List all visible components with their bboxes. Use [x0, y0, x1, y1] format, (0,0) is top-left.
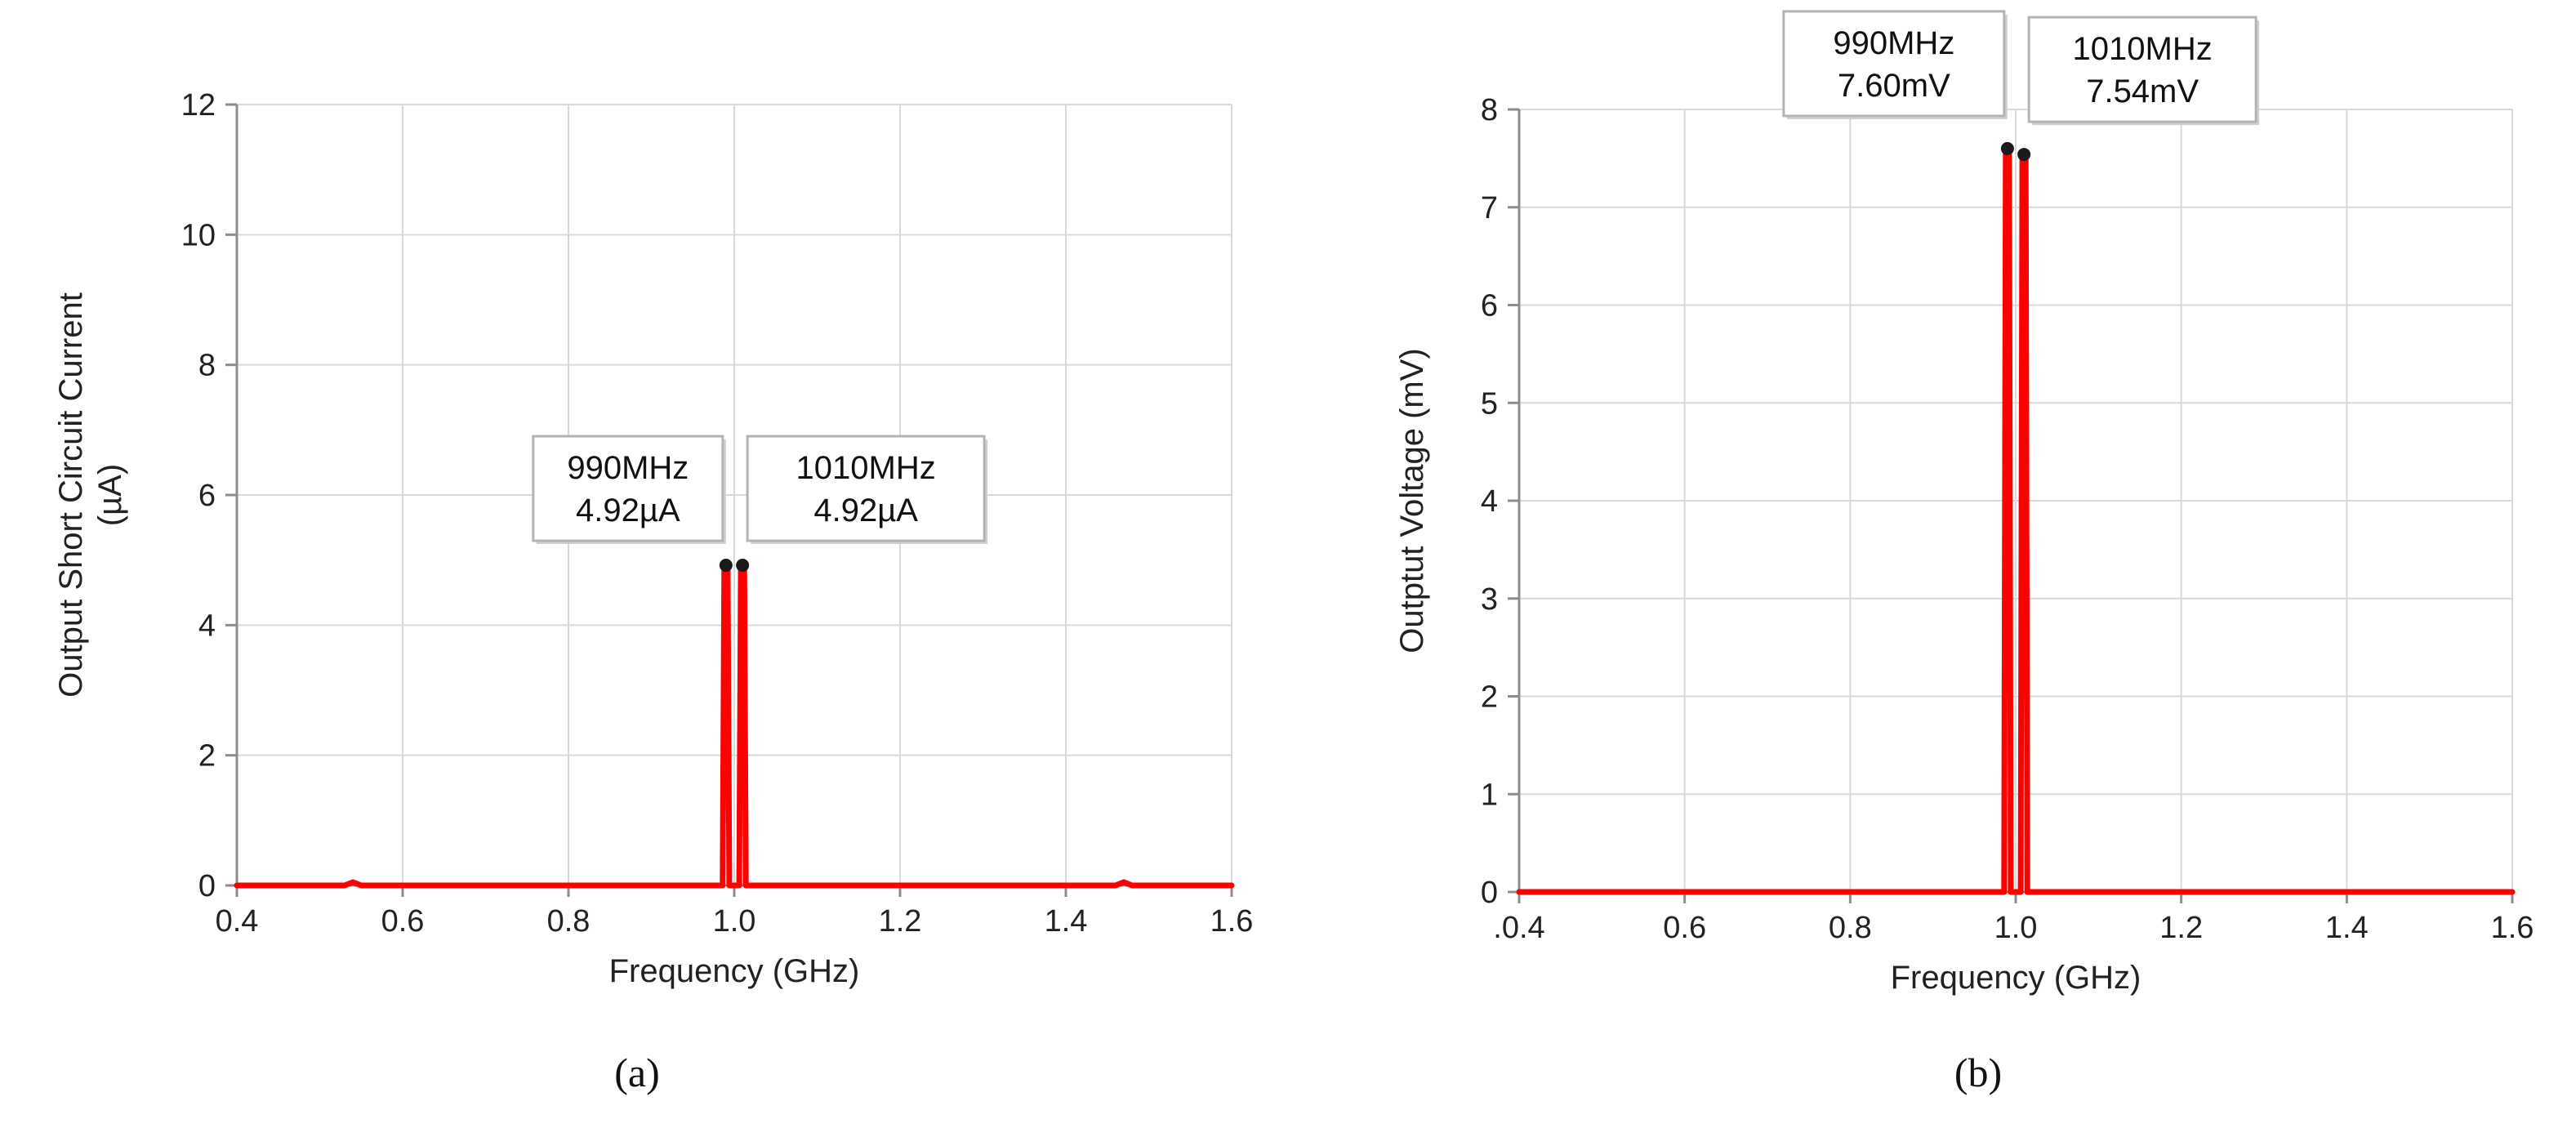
x-tick-label: 1.0: [713, 904, 756, 939]
y-tick-label: 3: [1481, 582, 1498, 617]
peak-marker: [2017, 148, 2031, 162]
annotation-callout: 1010MHz 7.54mV: [2027, 16, 2260, 126]
y-tick-label: 2: [1481, 680, 1498, 715]
y-tick-label: 12: [181, 88, 216, 123]
y-tick-label: 7: [1481, 191, 1498, 225]
x-tick-label: 0.4: [216, 904, 259, 939]
x-tick-label: 1.4: [2325, 911, 2369, 945]
y-tick-label: 0: [1481, 876, 1498, 910]
y-tick-label: 5: [1481, 386, 1498, 421]
y-tick-label: 0: [198, 869, 216, 903]
annotation-callout: 1010MHz 4.92µA: [746, 435, 988, 545]
y-tick-label: 2: [198, 739, 216, 774]
peak-marker: [736, 559, 750, 573]
y-tick-label: 8: [1481, 93, 1498, 127]
annotation-callout: 990MHz 7.60mV: [1782, 10, 2008, 119]
x-tick-label: 1.6: [2491, 911, 2534, 945]
x-tick-label: 1.2: [879, 904, 922, 939]
y-tick-label: 6: [1481, 289, 1498, 323]
y-axis-label: Output Short Circuit Current: [53, 292, 89, 698]
callout-box: [746, 435, 986, 542]
y-tick-label: 6: [198, 479, 216, 513]
callout-box: [1782, 10, 2006, 118]
x-tick-label: 1.2: [2159, 911, 2203, 945]
x-tick-label: 0.8: [1829, 911, 1872, 945]
panel-label: (b): [1954, 1050, 2002, 1095]
peak-marker: [2000, 141, 2014, 155]
chart-panel-b: 0 1 2 3 4 5 6 7 8 .0.4 0.6 0.8 1.0 1.2 1.4 1.6 Frequency…: [1394, 10, 2534, 1095]
y-axis-label: (µA): [92, 464, 128, 526]
y-tick-label: 4: [198, 609, 216, 643]
x-tick-label: .0.4: [1493, 911, 1544, 945]
x-axis-label: Frequency (GHz): [609, 953, 860, 989]
callout-text: 990MHz: [567, 450, 689, 486]
x-tick-label: 1.4: [1045, 904, 1088, 939]
callout-text: 4.92µA: [576, 493, 680, 528]
spectrum-series-line: [234, 562, 1235, 889]
y-tick-label: 1: [1481, 778, 1498, 812]
peak-marker: [719, 559, 733, 573]
gridlines: [237, 104, 1232, 885]
panel-label: (a): [614, 1050, 660, 1095]
callout-box: [532, 435, 724, 542]
callout-text: 7.54mV: [2086, 74, 2199, 109]
annotation-callout: 990MHz 4.92µA: [532, 435, 726, 545]
x-tick-label: 0.8: [547, 904, 591, 939]
x-axis-label: Frequency (GHz): [1891, 960, 2141, 996]
callout-text: 1010MHz: [796, 450, 936, 486]
callout-text: 4.92µA: [813, 493, 918, 528]
y-tick-label: 8: [198, 349, 216, 383]
callout-box: [2027, 16, 2257, 123]
callout-text: 1010MHz: [2073, 31, 2213, 67]
callout-text: 7.60mV: [1838, 68, 1950, 104]
y-tick-label: 10: [181, 218, 216, 252]
x-tick-label: 1.6: [1210, 904, 1254, 939]
spectrum-series-line: [1516, 145, 2516, 895]
x-tick-label: 0.6: [1663, 911, 1706, 945]
y-tick-label: 4: [1481, 484, 1498, 519]
gridlines: [1519, 109, 2513, 892]
callout-text: 990MHz: [1833, 25, 1954, 61]
chart-panel-a: 0 2 4 6 8 10 12 0.4 0.6 0.8 1.0 1.2 1.4 1.6 Frequency …: [53, 88, 1253, 1095]
x-tick-label: 1.0: [1994, 911, 2038, 945]
y-axis-label: Outptut Voltage (mV): [1394, 348, 1430, 653]
x-tick-label: 0.6: [381, 904, 425, 939]
